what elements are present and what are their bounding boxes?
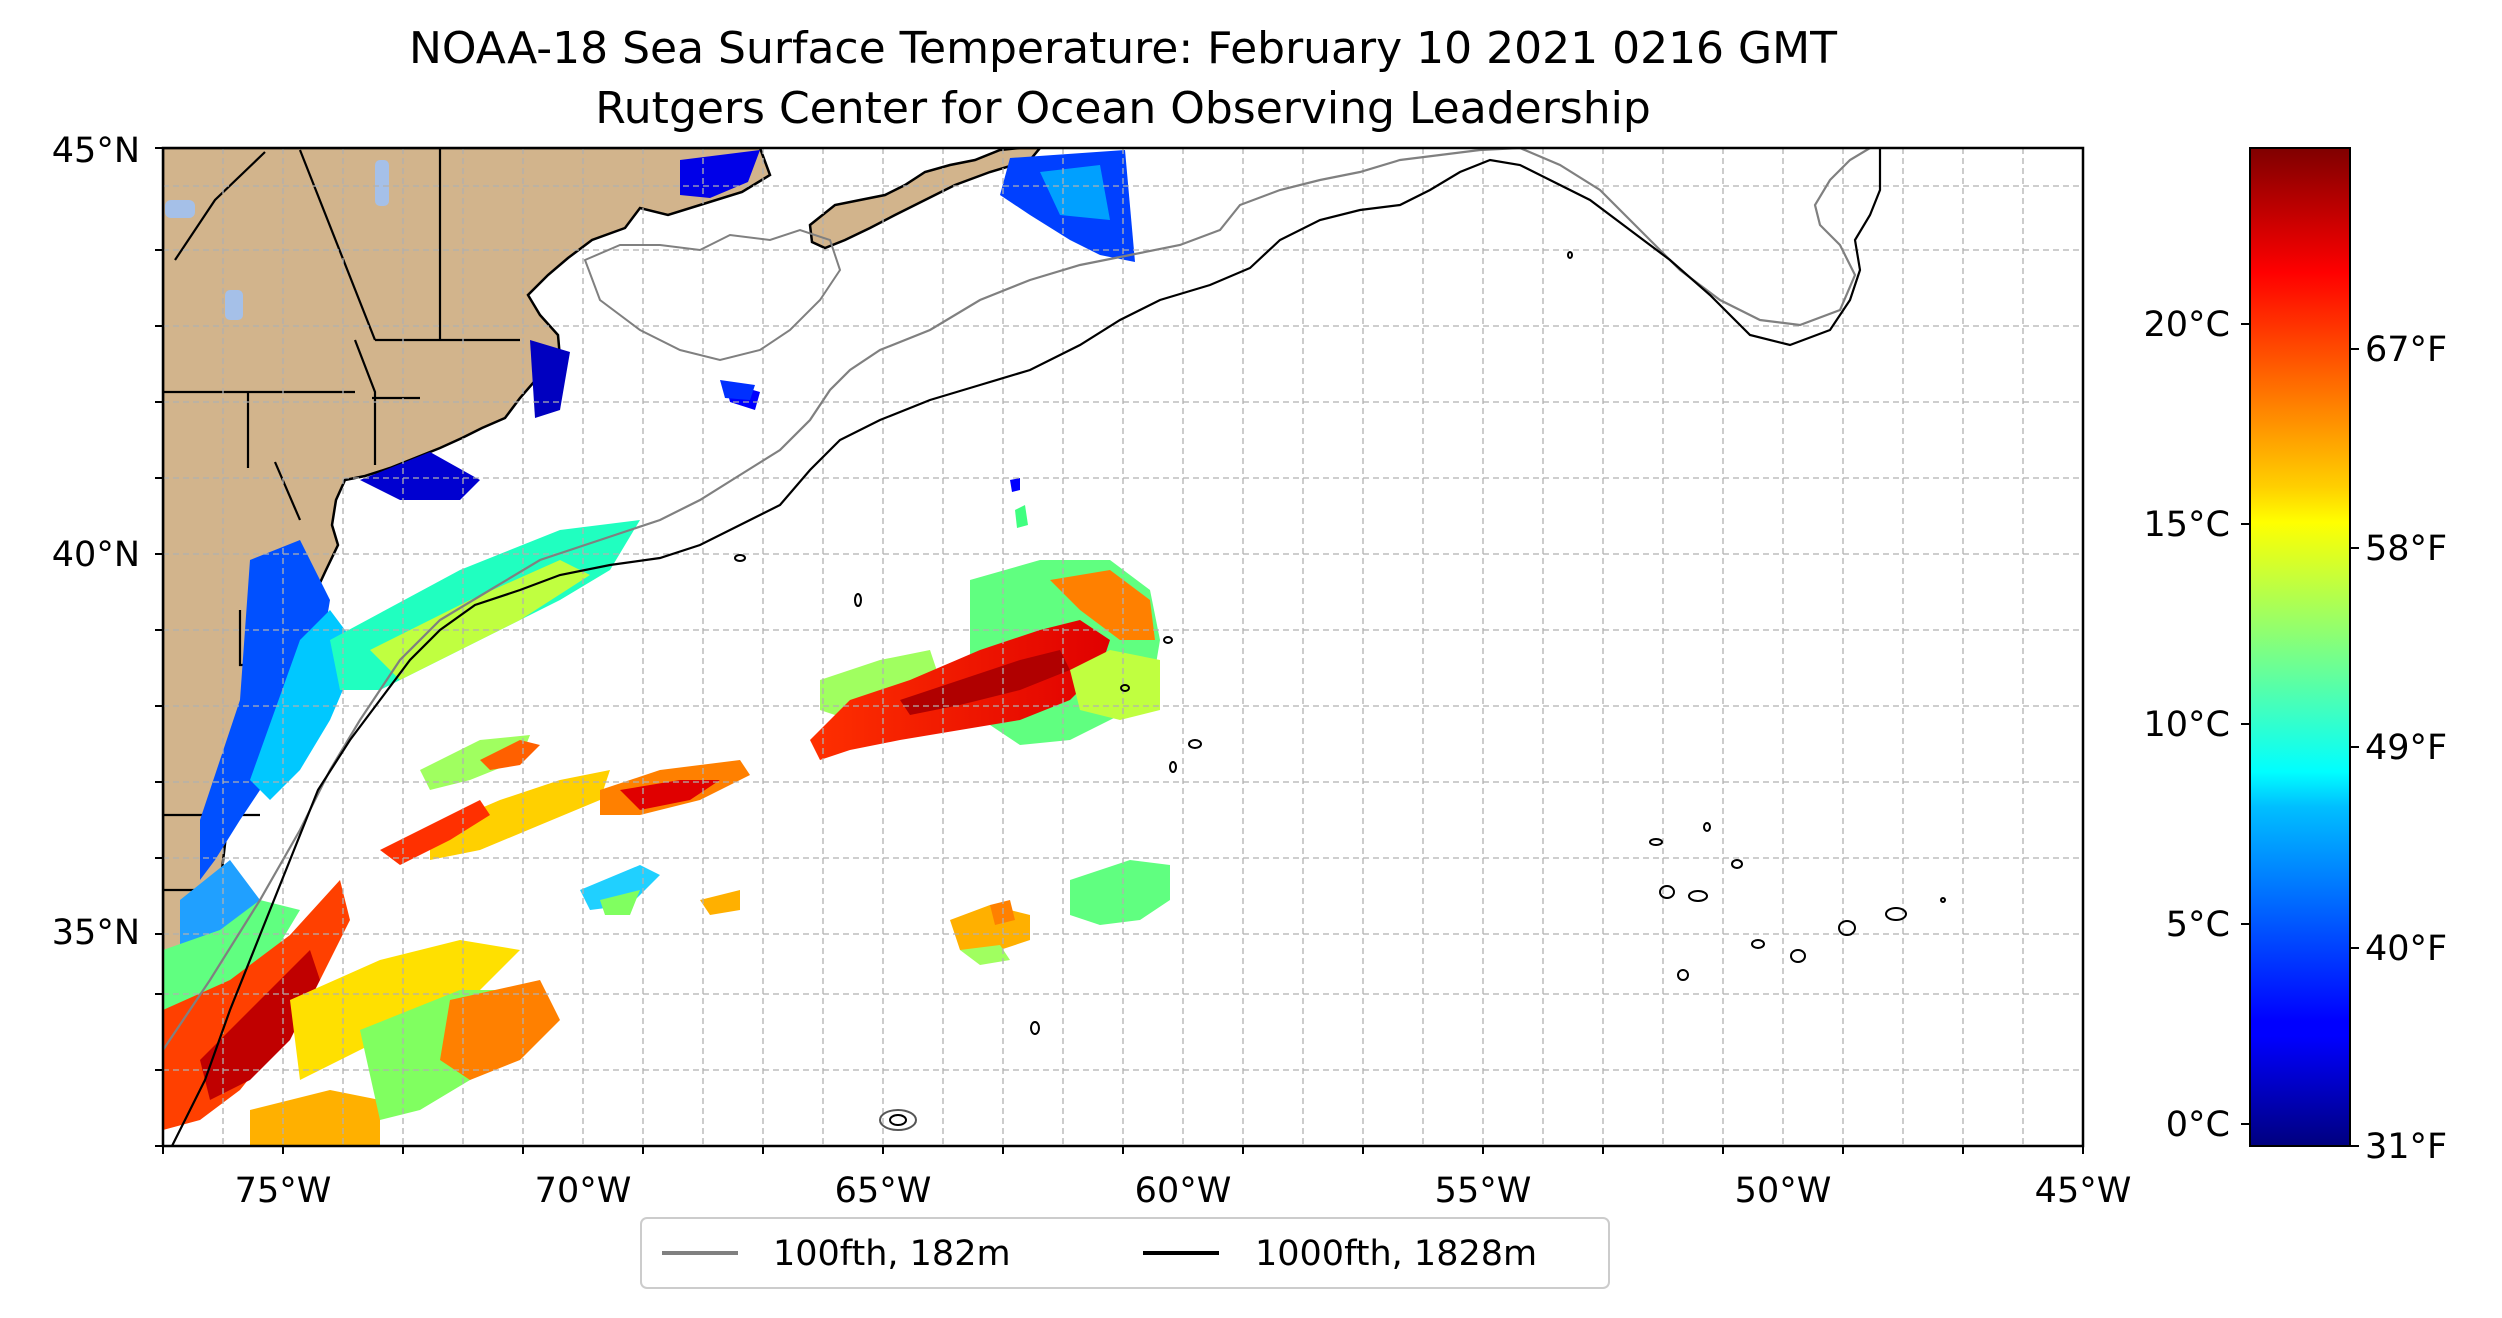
colorbar-fahrenheit-label: 49°F: [2365, 728, 2447, 768]
colorbar-celsius-label: 15°C: [2144, 505, 2230, 545]
lon-tick-label: 60°W: [1135, 1171, 1232, 1211]
lon-tick-label: 55°W: [1435, 1171, 1532, 1211]
nova-scotia-land: [808, 148, 1042, 250]
lat-tick-label: 40°N: [52, 535, 140, 575]
isobath-100fth: [163, 148, 1871, 1051]
colorbar-fahrenheit-label: 67°F: [2365, 330, 2447, 370]
grid-lines: [163, 148, 2083, 1146]
map-subtitle: Rutgers Center for Ocean Observing Leade…: [595, 83, 1651, 134]
lat-tick-label: 45°N: [52, 131, 140, 171]
colorbar-celsius-label: 20°C: [2144, 305, 2230, 345]
colorbar: 0°C 5°C 10°C 15°C 20°C 31°F 40°F 49°F 58…: [2144, 147, 2447, 1167]
colorbar-celsius-label: 5°C: [2166, 905, 2230, 945]
lon-tick-label: 75°W: [235, 1171, 332, 1211]
sst-swaths: [163, 150, 1170, 1146]
lon-tick-label: 45°W: [2035, 1171, 2132, 1211]
lon-tick-label: 65°W: [835, 1171, 932, 1211]
isobath-1000fth: [171, 148, 1882, 1146]
colorbar-celsius-label: 10°C: [2144, 705, 2230, 745]
latitude-labels: 35°N 40°N 45°N: [52, 131, 140, 953]
map-title: NOAA-18 Sea Surface Temperature: Februar…: [409, 23, 1837, 74]
legend-label: 1000fth, 1828m: [1255, 1234, 1537, 1274]
colorbar-gradient: [2249, 147, 2351, 1147]
colorbar-fahrenheit-label: 31°F: [2365, 1127, 2447, 1167]
colorbar-celsius-label: 0°C: [2166, 1105, 2230, 1145]
seamount-contours: [734, 251, 1946, 1131]
colorbar-fahrenheit-label: 40°F: [2365, 929, 2447, 969]
isobath-100fth-gom: [583, 228, 842, 362]
longitude-labels: 75°W 70°W 65°W 60°W 55°W 50°W 45°W: [235, 1171, 2132, 1211]
colorbar-fahrenheit-label: 58°F: [2365, 529, 2447, 569]
lakes: [165, 160, 389, 320]
lon-tick-label: 50°W: [1735, 1171, 1832, 1211]
axis-ticks: [155, 147, 2084, 1154]
lat-tick-label: 35°N: [52, 913, 140, 953]
legend: 100fth, 182m 1000fth, 1828m: [640, 1217, 1610, 1289]
lon-tick-label: 70°W: [535, 1171, 632, 1211]
legend-label: 100fth, 182m: [773, 1234, 1011, 1274]
map-panel: [161, 146, 2085, 1148]
